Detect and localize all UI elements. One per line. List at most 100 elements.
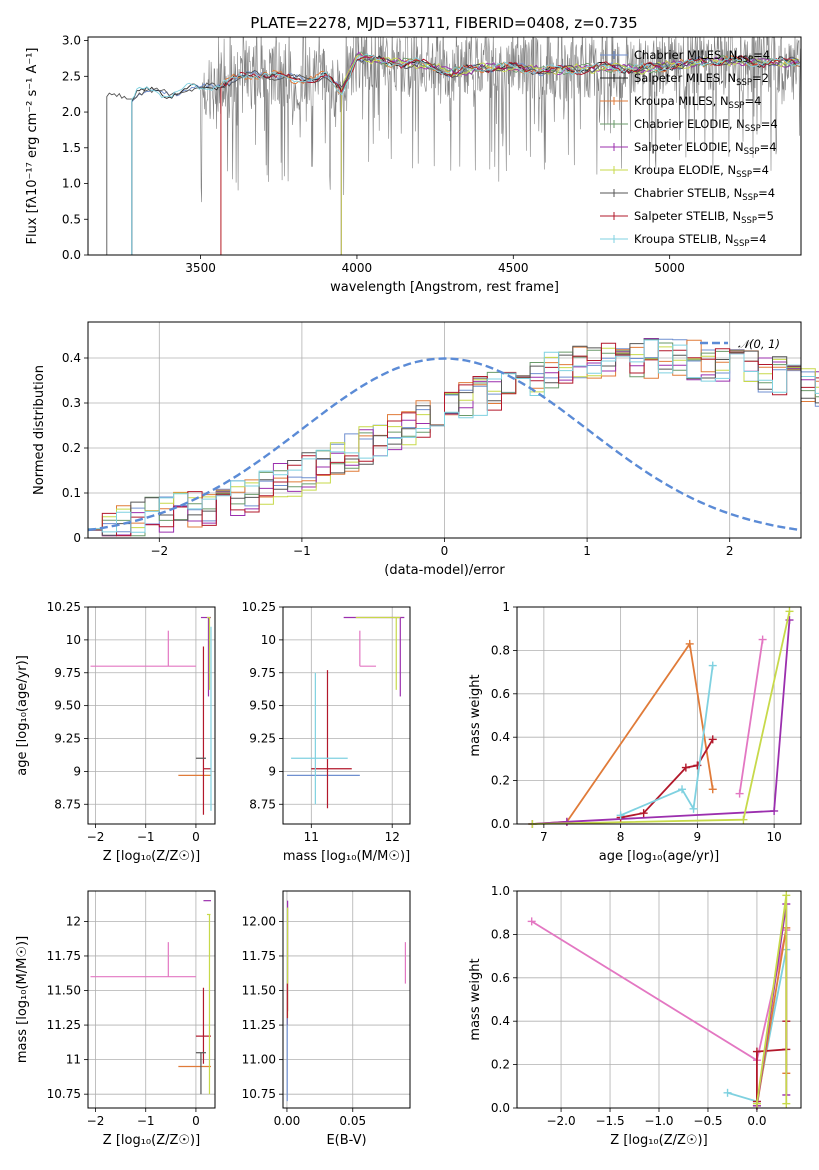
plus-marker — [708, 785, 717, 794]
x-tick-label: 11 — [304, 830, 319, 844]
series-line — [756, 1021, 788, 1102]
legend-label: Kroupa STELIB, N — [634, 232, 734, 246]
series-line — [620, 738, 714, 819]
y-tick-label: 1.0 — [491, 884, 510, 898]
legend-entry: Chabrier ELODIE, NSSP=4 — [634, 117, 778, 134]
y-tick-label: 11.25 — [47, 1018, 81, 1032]
legend-tail: =2 — [752, 71, 769, 85]
axes-mass-vs-z — [88, 891, 215, 1108]
plus-marker — [770, 806, 779, 815]
axes-mass-weight-vs-age — [517, 606, 801, 825]
legend-entry: Kroupa STELIB, NSSP=4 — [634, 232, 766, 249]
legend-label: Salpeter STELIB, N — [634, 209, 741, 223]
y-tick-label: 2.5 — [62, 69, 81, 83]
x-tick-label: 9 — [694, 830, 702, 844]
model-line-salpeter-stelib — [106, 54, 800, 255]
model-line-kroupa-stelib — [106, 53, 800, 255]
data-point — [195, 1052, 206, 1095]
series-line — [620, 665, 714, 817]
x-tick-label: 12 — [385, 830, 400, 844]
y-tick-label: 11.50 — [47, 984, 81, 998]
legend-tail: =5 — [757, 209, 774, 223]
model-line-chabrier-elodie — [106, 51, 800, 255]
x-tick-label: 0 — [192, 1114, 200, 1128]
legend-tail: =4 — [753, 48, 770, 62]
legend-label: Kroupa ELODIE, N — [634, 163, 736, 177]
x-axis-label: Z [log₁₀(Z/Z☉)] — [610, 1133, 707, 1148]
x-axis-label: wavelength [Angstrom, rest frame] — [330, 280, 559, 295]
y-tick-label: 8.75 — [54, 797, 81, 811]
legend-subscript: SSP — [734, 239, 750, 249]
legend-entry: Kroupa MILES, NSSP=4 — [634, 94, 761, 111]
plus-marker — [752, 1047, 761, 1056]
axes-age-vs-z — [88, 606, 215, 824]
x-tick-label: 0.0 — [747, 1114, 766, 1128]
x-tick-label: −1.5 — [595, 1114, 624, 1128]
y-tick-label: 0.3 — [62, 396, 81, 410]
frame-spectrum: 3500 4000 4500 5000 0.0 0.5 1.0 1.5 2.0 2.5 3.0 wav… — [25, 34, 802, 295]
legend-entry: Chabrier MILES, NSSP=4 — [634, 48, 770, 65]
legend-label: Chabrier ELODIE, N — [634, 117, 745, 131]
y-axis-label: Normed distribution — [32, 365, 47, 495]
plus-marker — [723, 1088, 732, 1097]
figure-title: PLATE=2278, MJD=53711, FIBERID=0408, z=0… — [250, 14, 637, 32]
x-tick-label: 0.00 — [274, 1114, 301, 1128]
x-tick-label: −1 — [293, 544, 311, 558]
y-tick-label: 9.50 — [249, 699, 276, 713]
y-tick-label: 10.25 — [242, 600, 276, 614]
y-tick-label: 0.4 — [491, 730, 510, 744]
y-tick-label: 1 — [502, 600, 510, 614]
plus-marker — [639, 809, 648, 818]
data-point — [355, 616, 401, 690]
errorbars-mass-vs-ebv — [286, 900, 406, 1102]
data-point — [90, 942, 196, 978]
y-tick-label: 12.00 — [242, 914, 276, 928]
frame-mass-weight-vs-age: 7 8 9 10 0.0 0.2 0.4 0.6 0.8 1 age [log₁₀(age/yr)]… — [468, 600, 802, 864]
y-tick-label: 10 — [261, 633, 276, 647]
data-point — [311, 670, 352, 809]
legend-subscript: SSP — [736, 170, 752, 180]
plus-marker — [681, 763, 690, 772]
legend-label: Chabrier STELIB, N — [634, 186, 742, 200]
y-tick-label: 8.75 — [249, 797, 276, 811]
y-tick-label: 9.50 — [54, 699, 81, 713]
legend-entry: Kroupa ELODIE, NSSP=4 — [634, 163, 769, 180]
y-tick-label: 3.0 — [62, 34, 81, 48]
plot-frame — [516, 606, 802, 825]
legend-tail: =4 — [749, 232, 766, 246]
y-tick-label: 12 — [66, 914, 81, 928]
y-tick-label: 10 — [66, 633, 81, 647]
y-tick-label: 0.0 — [491, 817, 510, 831]
plus-marker — [708, 735, 717, 744]
plus-marker — [678, 785, 687, 794]
plot-frame — [87, 890, 216, 1109]
errorbars-age-vs-mass — [287, 616, 405, 809]
histogram-kroupa-stelib — [87, 339, 819, 538]
plot-frame — [282, 890, 411, 1109]
x-axis-label: age [log₁₀(age/yr)] — [599, 849, 720, 864]
x-tick-label: 8 — [617, 830, 625, 844]
y-tick-label: 0.8 — [491, 643, 510, 657]
y-tick-label: 11.00 — [242, 1053, 276, 1067]
x-tick-label: −2.0 — [546, 1114, 575, 1128]
y-tick-label: 0.2 — [491, 774, 510, 788]
data-point — [291, 672, 348, 805]
axes-mass-vs-ebv — [283, 891, 410, 1108]
y-tick-label: 9.75 — [54, 666, 81, 680]
y-axis-label: mass weight — [468, 674, 483, 756]
spectrum-plot-area — [106, 37, 801, 255]
x-tick-label: 0.05 — [339, 1114, 366, 1128]
frame-age-vs-mass: 11 12 8.75 9 9.25 9.50 9.75 10 10.25 mass [log₁₀(… — [242, 600, 411, 864]
legend-entry: Salpeter STELIB, NSSP=5 — [634, 209, 774, 226]
legend-entry: Salpeter MILES, NSSP=2 — [634, 71, 769, 88]
legend-entry: Salpeter ELODIE, NSSP=4 — [634, 140, 777, 157]
frame-mass-vs-ebv: 0.00 0.05 10.75 11.00 11.25 11.50 11.75 12.00 E(… — [242, 890, 411, 1148]
y-tick-label: 0.4 — [491, 1014, 510, 1028]
x-tick-label: 4500 — [498, 261, 529, 275]
normal-curve-line — [87, 357, 802, 532]
y-tick-label: 0.4 — [62, 351, 81, 365]
y-tick-label: 10.75 — [47, 1087, 81, 1101]
data-point — [359, 630, 377, 667]
y-tick-label: 0.6 — [491, 971, 510, 985]
